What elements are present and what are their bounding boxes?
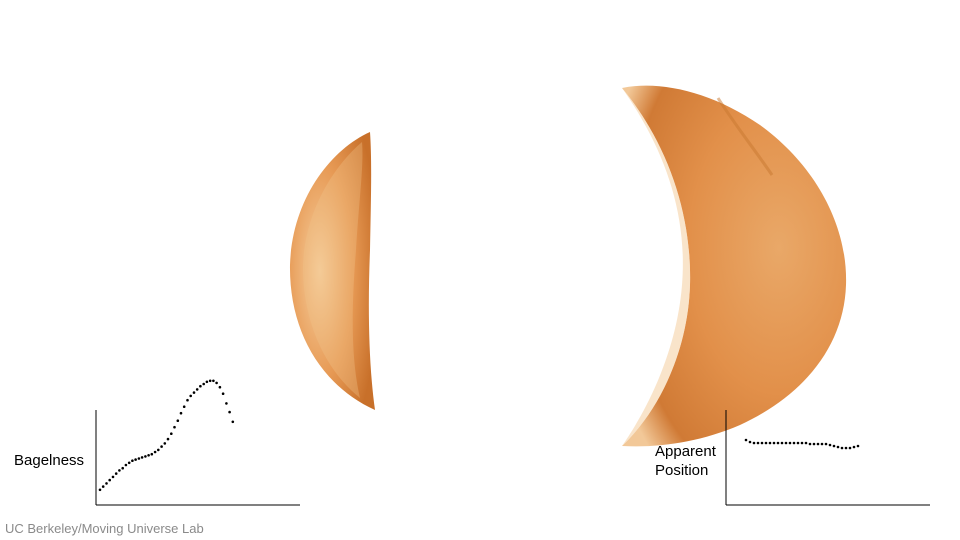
right-chart-point-6 [768,441,772,445]
left-chart-point-17 [153,450,157,454]
large-crescent-bread [622,85,847,447]
left-chart-point-22 [170,432,173,436]
left-chart-point-32 [202,382,205,386]
left-chart-point-23 [173,425,176,429]
left-chart-ylabel: Bagelness [14,452,85,469]
right-chart-point-17 [812,442,816,446]
left-chart-point-30 [195,388,199,391]
right-chart-point-15 [804,441,808,445]
right-chart-point-1 [748,440,752,444]
right-chart-point-26 [848,446,852,450]
right-chart-point-20 [824,442,828,446]
left-chart-point-7 [121,466,124,470]
right-chart-point-22 [832,444,836,448]
right-chart-point-25 [844,446,848,450]
left-chart-point-6 [118,469,121,472]
left-chart-point-35 [212,379,215,383]
left-chart-point-39 [225,402,228,405]
right-chart-point-11 [788,441,792,445]
left-chart-point-5 [114,472,118,475]
left-chart-point-19 [160,445,163,448]
left-chart-point-38 [221,392,225,396]
right-chart-point-3 [756,441,760,445]
left-chart-point-2 [105,482,108,485]
left-chart-point-10 [131,459,134,463]
large-crescent-inner-edge [622,88,691,446]
right-chart-point-21 [828,443,832,447]
right-chart-ylabel: Apparent Position [655,442,716,480]
right-chart-point-28 [856,444,860,448]
left-chart-point-31 [199,384,202,388]
right-chart-point-10 [784,441,788,445]
small-crescent-bread [289,132,375,410]
right-chart-point-27 [852,445,856,449]
right-chart-point-5 [764,441,768,445]
right-chart-point-7 [772,441,776,445]
left-chart-point-20 [163,442,167,445]
left-chart-point-26 [182,405,186,409]
left-chart-point-16 [150,452,154,456]
right-chart-point-12 [792,441,796,445]
right-chart-point-8 [776,441,780,445]
large-crescent-score-mark [716,97,774,176]
left-chart-point-9 [127,461,131,465]
right-chart-ylabel-line-2: Position [655,462,709,479]
left-chart-point-28 [189,394,192,398]
right-chart-point-24 [840,446,844,450]
right-chart-ylabel-line-1: Apparent [655,443,716,460]
right-chart-point-19 [820,442,824,446]
left-chart-point-25 [179,411,183,415]
left-chart-point-8 [124,463,128,467]
left-chart-point-4 [111,475,115,479]
left-chart-point-15 [147,454,150,457]
right-chart-point-14 [800,441,804,445]
left-chart-point-12 [137,457,141,460]
credit-text: UC Berkeley/Moving Universe Lab [5,521,204,536]
right-chart-point-23 [836,445,840,449]
left-chart-point-13 [140,456,144,459]
right-chart-point-13 [796,441,800,445]
right-chart-point-2 [752,441,756,445]
left-chart-point-41 [231,420,235,424]
right-chart-point-4 [760,441,764,445]
left-chart-point-34 [208,379,212,383]
left-chart-points [98,379,235,492]
left-chart-point-29 [192,391,196,394]
left-chart-point-11 [134,458,137,461]
left-chart-point-33 [205,380,209,384]
left-chart-point-0 [98,488,102,492]
right-chart-point-9 [780,441,784,445]
right-chart-point-18 [816,442,820,446]
left-chart-point-3 [108,478,111,482]
left-chart-point-18 [157,448,160,452]
left-chart-point-24 [176,419,180,423]
left-chart-point-36 [215,381,218,385]
left-chart-point-14 [144,455,147,458]
left-chart-point-21 [166,437,170,441]
left-chart-point-27 [186,398,189,402]
left-chart-point-40 [228,410,231,414]
left-chart-point-1 [101,485,105,488]
right-chart-point-0 [744,438,748,442]
small-crescent-highlight [302,142,363,398]
left-chart-point-37 [218,385,222,389]
right-chart-point-16 [808,442,812,446]
right-chart-points [744,438,860,450]
